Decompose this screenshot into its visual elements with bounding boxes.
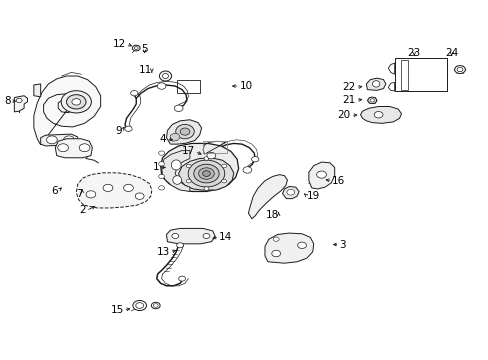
Text: 21: 21 — [342, 95, 355, 105]
Polygon shape — [170, 134, 180, 141]
Ellipse shape — [86, 191, 96, 198]
Text: 16: 16 — [331, 176, 345, 186]
Ellipse shape — [180, 128, 189, 135]
Text: 11: 11 — [138, 64, 152, 75]
Ellipse shape — [176, 243, 183, 248]
Ellipse shape — [79, 144, 90, 152]
Text: 6: 6 — [52, 186, 58, 196]
Text: 15: 15 — [110, 305, 123, 315]
Polygon shape — [360, 107, 401, 123]
Text: 12: 12 — [113, 39, 126, 49]
Ellipse shape — [61, 91, 91, 113]
Ellipse shape — [188, 160, 224, 187]
Ellipse shape — [271, 250, 280, 257]
Ellipse shape — [367, 97, 376, 104]
Polygon shape — [394, 58, 446, 91]
Polygon shape — [178, 158, 233, 190]
Polygon shape — [166, 120, 201, 144]
Ellipse shape — [66, 95, 86, 109]
Text: 3: 3 — [339, 239, 346, 249]
Ellipse shape — [158, 186, 164, 190]
Polygon shape — [161, 150, 189, 192]
Polygon shape — [160, 143, 238, 192]
Text: 24: 24 — [444, 48, 457, 58]
Ellipse shape — [124, 126, 132, 131]
Ellipse shape — [222, 164, 226, 168]
Polygon shape — [76, 173, 152, 208]
Ellipse shape — [158, 151, 164, 155]
Ellipse shape — [373, 112, 382, 118]
Ellipse shape — [123, 184, 133, 192]
Ellipse shape — [198, 168, 214, 179]
Text: 7: 7 — [76, 189, 82, 199]
Text: 13: 13 — [157, 247, 170, 257]
Ellipse shape — [202, 171, 210, 176]
Ellipse shape — [46, 136, 57, 144]
Polygon shape — [282, 186, 299, 199]
Polygon shape — [308, 162, 334, 189]
Ellipse shape — [175, 125, 194, 139]
Ellipse shape — [16, 98, 22, 103]
Ellipse shape — [162, 73, 168, 78]
Text: 5: 5 — [141, 44, 147, 54]
Ellipse shape — [158, 174, 164, 179]
Polygon shape — [34, 84, 41, 97]
Ellipse shape — [186, 179, 191, 183]
Text: 9: 9 — [115, 126, 122, 135]
Ellipse shape — [133, 301, 146, 311]
Text: 4: 4 — [160, 134, 166, 144]
Text: 19: 19 — [306, 191, 320, 201]
Ellipse shape — [316, 171, 326, 178]
Text: 2: 2 — [79, 206, 86, 216]
Polygon shape — [14, 96, 27, 112]
Ellipse shape — [186, 164, 191, 168]
Ellipse shape — [157, 83, 165, 89]
Ellipse shape — [203, 233, 209, 238]
Text: 23: 23 — [407, 48, 420, 58]
Text: 10: 10 — [239, 81, 252, 91]
Text: 8: 8 — [4, 96, 10, 106]
Text: 18: 18 — [265, 210, 278, 220]
Ellipse shape — [286, 189, 294, 195]
Ellipse shape — [369, 99, 374, 102]
Ellipse shape — [206, 152, 215, 159]
Ellipse shape — [159, 71, 171, 81]
Ellipse shape — [372, 81, 379, 87]
Ellipse shape — [135, 193, 144, 199]
Ellipse shape — [273, 237, 279, 241]
Ellipse shape — [251, 157, 258, 162]
Ellipse shape — [130, 90, 138, 96]
Ellipse shape — [171, 233, 178, 238]
Polygon shape — [34, 76, 101, 145]
Text: 14: 14 — [219, 232, 232, 242]
Ellipse shape — [103, 184, 113, 192]
Ellipse shape — [58, 144, 68, 152]
Ellipse shape — [243, 167, 251, 173]
Polygon shape — [264, 233, 313, 263]
Ellipse shape — [454, 66, 465, 73]
Text: 22: 22 — [342, 82, 355, 93]
Ellipse shape — [171, 160, 181, 170]
Ellipse shape — [203, 187, 208, 190]
Text: 20: 20 — [337, 111, 350, 121]
Ellipse shape — [222, 179, 226, 183]
Text: 1: 1 — [152, 162, 159, 172]
Polygon shape — [366, 78, 385, 90]
Ellipse shape — [203, 157, 208, 160]
Polygon shape — [248, 175, 287, 219]
Ellipse shape — [174, 105, 183, 112]
Ellipse shape — [178, 276, 185, 281]
Text: 17: 17 — [181, 146, 194, 156]
Ellipse shape — [172, 176, 181, 184]
Polygon shape — [41, 134, 78, 146]
Ellipse shape — [132, 45, 140, 51]
Ellipse shape — [297, 242, 306, 248]
Ellipse shape — [63, 136, 74, 144]
Polygon shape — [166, 228, 215, 244]
Ellipse shape — [151, 302, 160, 309]
Ellipse shape — [193, 164, 219, 183]
Polygon shape — [55, 139, 92, 158]
Ellipse shape — [158, 162, 164, 166]
Ellipse shape — [72, 99, 81, 105]
